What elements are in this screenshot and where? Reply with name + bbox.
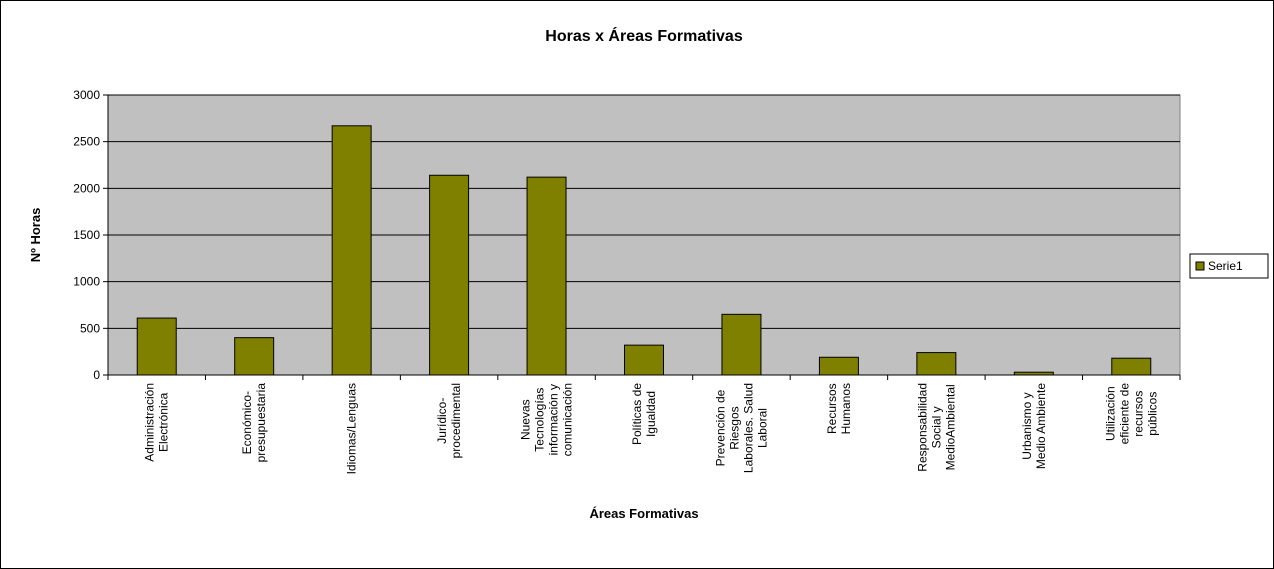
x-tick-label: Prevención deRiesgosLaborales. SaludLabo… [713, 383, 769, 473]
legend-swatch [1195, 261, 1205, 271]
bar [818, 356, 859, 376]
y-tick-label: 2000 [73, 181, 100, 195]
x-tick-label: Económico-presupuestaria [240, 383, 268, 463]
x-tick-label: RecursosHumanos [825, 383, 853, 434]
y-tick-label: 1000 [73, 275, 100, 289]
bar [234, 337, 275, 376]
x-tick-label: NuevasTecnologíasinformación ycomunicaci… [519, 383, 575, 456]
legend-label: Serie1 [1208, 259, 1243, 273]
bar [1013, 371, 1054, 376]
bar [136, 317, 177, 376]
x-tick-label: ResponsabilidadSocial yMedioAmbiental [915, 383, 957, 472]
bar [916, 352, 957, 376]
bar [1111, 357, 1152, 376]
x-tick-label: Políticas deIgualdad [630, 383, 658, 445]
x-tick-label: AdministraciónElectrónica [143, 383, 171, 462]
chart-title: Horas x Áreas Formativas [545, 26, 743, 45]
bar [429, 174, 470, 376]
bar [526, 176, 567, 376]
y-tick-label: 0 [93, 368, 100, 382]
y-tick-label: 1500 [73, 228, 100, 242]
x-tick-label: Idiomas/Lenguas [345, 383, 359, 474]
y-axis-title: Nº Horas [28, 208, 43, 263]
x-tick-label: Jurídico-procedimental [435, 383, 463, 458]
bar [721, 313, 762, 376]
bar [331, 125, 372, 376]
y-tick-label: 2500 [73, 135, 100, 149]
x-tick-label: Urbanismo yMedio Ambiente [1020, 383, 1048, 469]
bar [624, 344, 664, 376]
y-tick-label: 500 [80, 321, 100, 335]
y-tick-label: 3000 [73, 88, 100, 102]
x-tick-label: Utilizacióneficiente derecursospúblicos [1103, 383, 1159, 445]
x-axis-title: Áreas Formativas [589, 506, 698, 521]
